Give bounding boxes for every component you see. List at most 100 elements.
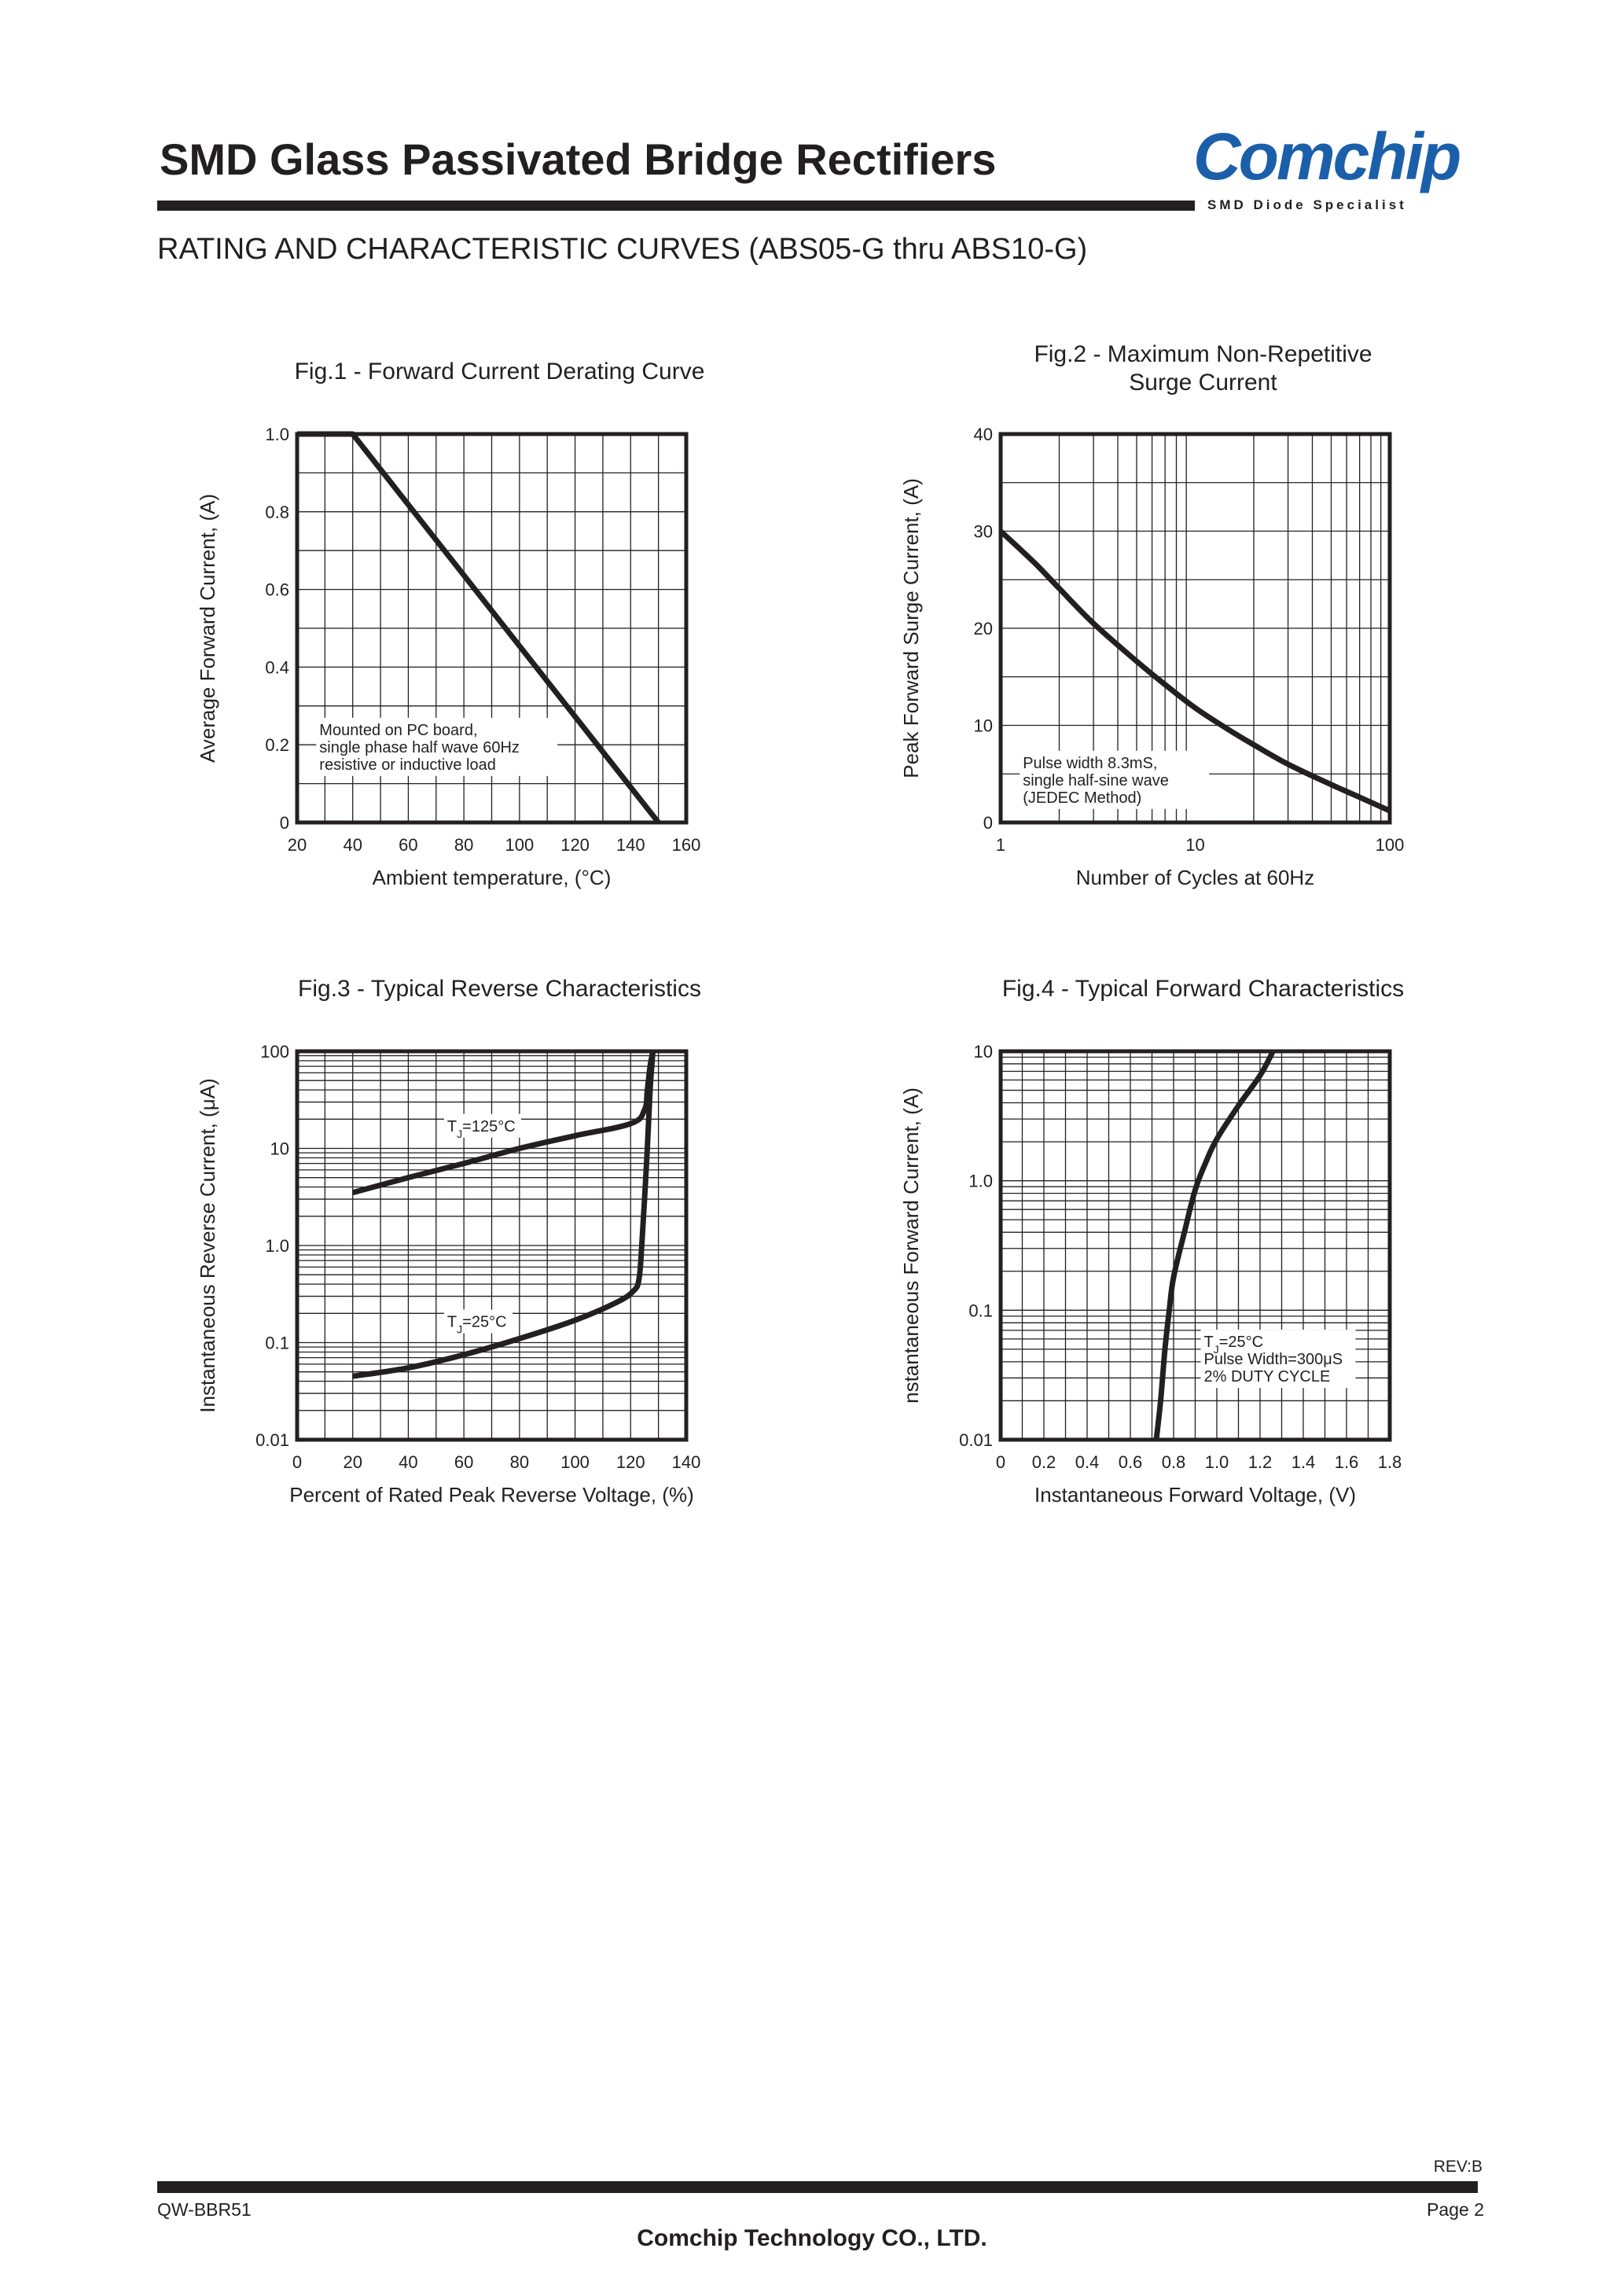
fig3-y-tick-label: 0.01 [255, 1430, 289, 1450]
fig2-x-tick-label: 10 [1185, 835, 1204, 855]
fig2-series-surge-line [998, 528, 1391, 814]
fig4-annotation-bg [1200, 1330, 1356, 1389]
fig3-y-tick-label: 1.0 [265, 1236, 289, 1256]
fig3-y-axis-label: Instantaneous Reverse Current, (μA) [196, 1078, 219, 1412]
fig1-x-tick-label: 100 [505, 835, 534, 855]
fig3-x-axis-label: Percent of Rated Peak Reverse Voltage, (… [289, 1483, 694, 1507]
fig3-annotation-text: TJ=125°C [447, 1118, 516, 1140]
fig4-x-tick-label: 0.8 [1162, 1452, 1186, 1472]
fig3-y-tick-label: 10 [270, 1139, 289, 1159]
fig1-y-axis-label: Average Forward Current, (A) [196, 494, 219, 763]
fig4-x-tick-label: 1.0 [1205, 1452, 1229, 1472]
fig4-x-tick-label: 0.4 [1075, 1452, 1100, 1472]
fig1-plot-frame [295, 432, 689, 825]
fig2-y-tick-label: 30 [974, 522, 993, 542]
fig1-y-tick-label: 0.6 [265, 580, 289, 600]
fig3-x-tick-label: 40 [399, 1452, 417, 1472]
fig4-x-tick-label: 1.2 [1248, 1452, 1273, 1472]
fig2-y-tick-label: 10 [974, 716, 993, 736]
fig3-annotation-bg [443, 1309, 513, 1334]
fig3-annotation-bg [443, 1113, 521, 1138]
fig2-chart: Pulse width 8.3mS,single half-sine wave(… [899, 341, 1405, 889]
fig3-x-tick-label: 100 [560, 1452, 590, 1472]
fig1-chart: Mounted on PC board,single phase half wa… [196, 359, 705, 889]
fig1-annotation-text: single phase half wave 60Hz [319, 739, 520, 756]
fig4-y-tick-label: 0.01 [959, 1430, 993, 1450]
fig4-x-tick-label: 1.4 [1291, 1452, 1316, 1472]
fig4-annotation-text: TJ=25°C [1204, 1334, 1264, 1356]
fig1-x-tick-label: 140 [616, 835, 645, 855]
fig3-title: Fig.3 - Typical Reverse Characteristics [298, 976, 701, 1002]
fig4-title: Fig.4 - Typical Forward Characteristics [1002, 976, 1404, 1002]
fig2-annotation-text: (JEDEC Method) [1023, 789, 1141, 807]
fig4-x-tick-label: 1.6 [1335, 1452, 1359, 1472]
fig2-y-tick-label: 40 [974, 425, 993, 444]
fig1-title: Fig.1 - Forward Current Derating Curve [295, 359, 705, 385]
fig3-x-tick-label: 140 [672, 1452, 701, 1472]
footer-rule [157, 2181, 1478, 2193]
fig2-x-tick-label: 100 [1376, 835, 1405, 855]
fig1-x-tick-label: 120 [560, 835, 590, 855]
fig1-x-tick-label: 20 [288, 835, 307, 855]
fig3-x-tick-label: 80 [510, 1452, 529, 1472]
fig1-y-tick-label: 1.0 [265, 425, 289, 444]
fig3-chart: TJ=125°C TJ=25°C 0 20 40 60 80 100 120 140 0.01 0.1… [196, 976, 701, 1507]
fig1-x-tick-label: 40 [343, 835, 362, 855]
company-name: Comchip Technology CO., LTD. [637, 2225, 987, 2251]
fig3-y-tick-label: 0.1 [265, 1334, 289, 1353]
fig1-y-tick-label: 0.4 [265, 657, 289, 677]
fig2-annotation-text: Pulse width 8.3mS, [1023, 755, 1157, 772]
logo-tagline: SMD Diode Specialist [1207, 197, 1407, 212]
fig4-y-axis-label: nstantaneous Forward Current, (A) [899, 1087, 923, 1404]
fig1-annotation-bg [316, 717, 558, 776]
fig2-y-axis-label: Peak Forward Surge Current, (A) [899, 478, 923, 778]
fig2-y-tick-label: 0 [983, 813, 993, 833]
fig4-y-tick-label: 0.1 [968, 1301, 993, 1320]
fig1-y-tick-label: 0.2 [265, 735, 289, 755]
fig2-annotation-text: single half-sine wave [1023, 772, 1169, 789]
fig3-x-tick-label: 20 [343, 1452, 362, 1472]
fig2-x-tick-label: 1 [996, 835, 1005, 855]
fig4-annotation-text: 2% DUTY CYCLE [1204, 1368, 1331, 1385]
fig4-x-tick-label: 0 [996, 1452, 1005, 1472]
fig4-plot-frame [998, 1049, 1392, 1442]
fig2-title-line: Surge Current [1129, 370, 1277, 396]
fig3-plot-frame [295, 1049, 689, 1442]
fig1-x-axis-label: Ambient temperature, (°C) [373, 866, 612, 889]
fig3-series-tj25-line [352, 1050, 656, 1379]
document-number: QW-BBR51 [157, 2199, 252, 2220]
fig1-x-tick-label: 80 [454, 835, 473, 855]
fig1-y-tick-label: 0.8 [265, 502, 289, 522]
fig4-annotation-text: Pulse Width=300μS [1204, 1351, 1343, 1368]
fig4-x-axis-label: Instantaneous Forward Voltage, (V) [1034, 1483, 1356, 1507]
fig1-x-tick-label: 160 [672, 835, 701, 855]
fig1-y-tick-label: 0 [280, 813, 289, 833]
fig2-plot-frame [998, 432, 1392, 825]
revision-label: REV:B [1433, 2158, 1483, 2176]
fig4-x-tick-label: 0.2 [1032, 1452, 1056, 1472]
title-rule [157, 201, 1195, 211]
fig4-series-tj25-line [1153, 1050, 1276, 1441]
logo-wordmark: Comchip [1193, 124, 1460, 193]
fig2-title-line: Fig.2 - Maximum Non-Repetitive [1034, 341, 1372, 367]
fig3-y-tick-label: 100 [260, 1042, 289, 1062]
fig4-y-tick-label: 10 [974, 1042, 993, 1062]
fig4-y-tick-label: 1.0 [968, 1172, 993, 1191]
fig3-annotation-text: TJ=25°C [447, 1314, 507, 1336]
page-title: SMD Glass Passivated Bridge Rectifiers [160, 134, 997, 184]
fig3-x-tick-label: 60 [454, 1452, 473, 1472]
page-number: Page 2 [1427, 2199, 1484, 2220]
fig2-annotation-bg [1020, 750, 1210, 809]
fig1-x-tick-label: 60 [399, 835, 417, 855]
fig3-x-tick-label: 0 [292, 1452, 302, 1472]
comchip-logo: Comchip SMD Diode Specialist [1193, 124, 1462, 212]
fig2-x-axis-label: Number of Cycles at 60Hz [1076, 866, 1314, 889]
fig2-y-tick-label: 20 [974, 619, 993, 638]
fig1-annotation-text: resistive or inductive load [319, 756, 496, 774]
page-subtitle: RATING AND CHARACTERISTIC CURVES (ABS05-… [157, 233, 1088, 266]
fig1-annotation-text: Mounted on PC board, [319, 722, 477, 739]
fig4-x-tick-label: 1.8 [1378, 1452, 1402, 1472]
fig4-x-tick-label: 0.6 [1119, 1452, 1143, 1472]
fig3-x-tick-label: 120 [616, 1452, 645, 1472]
